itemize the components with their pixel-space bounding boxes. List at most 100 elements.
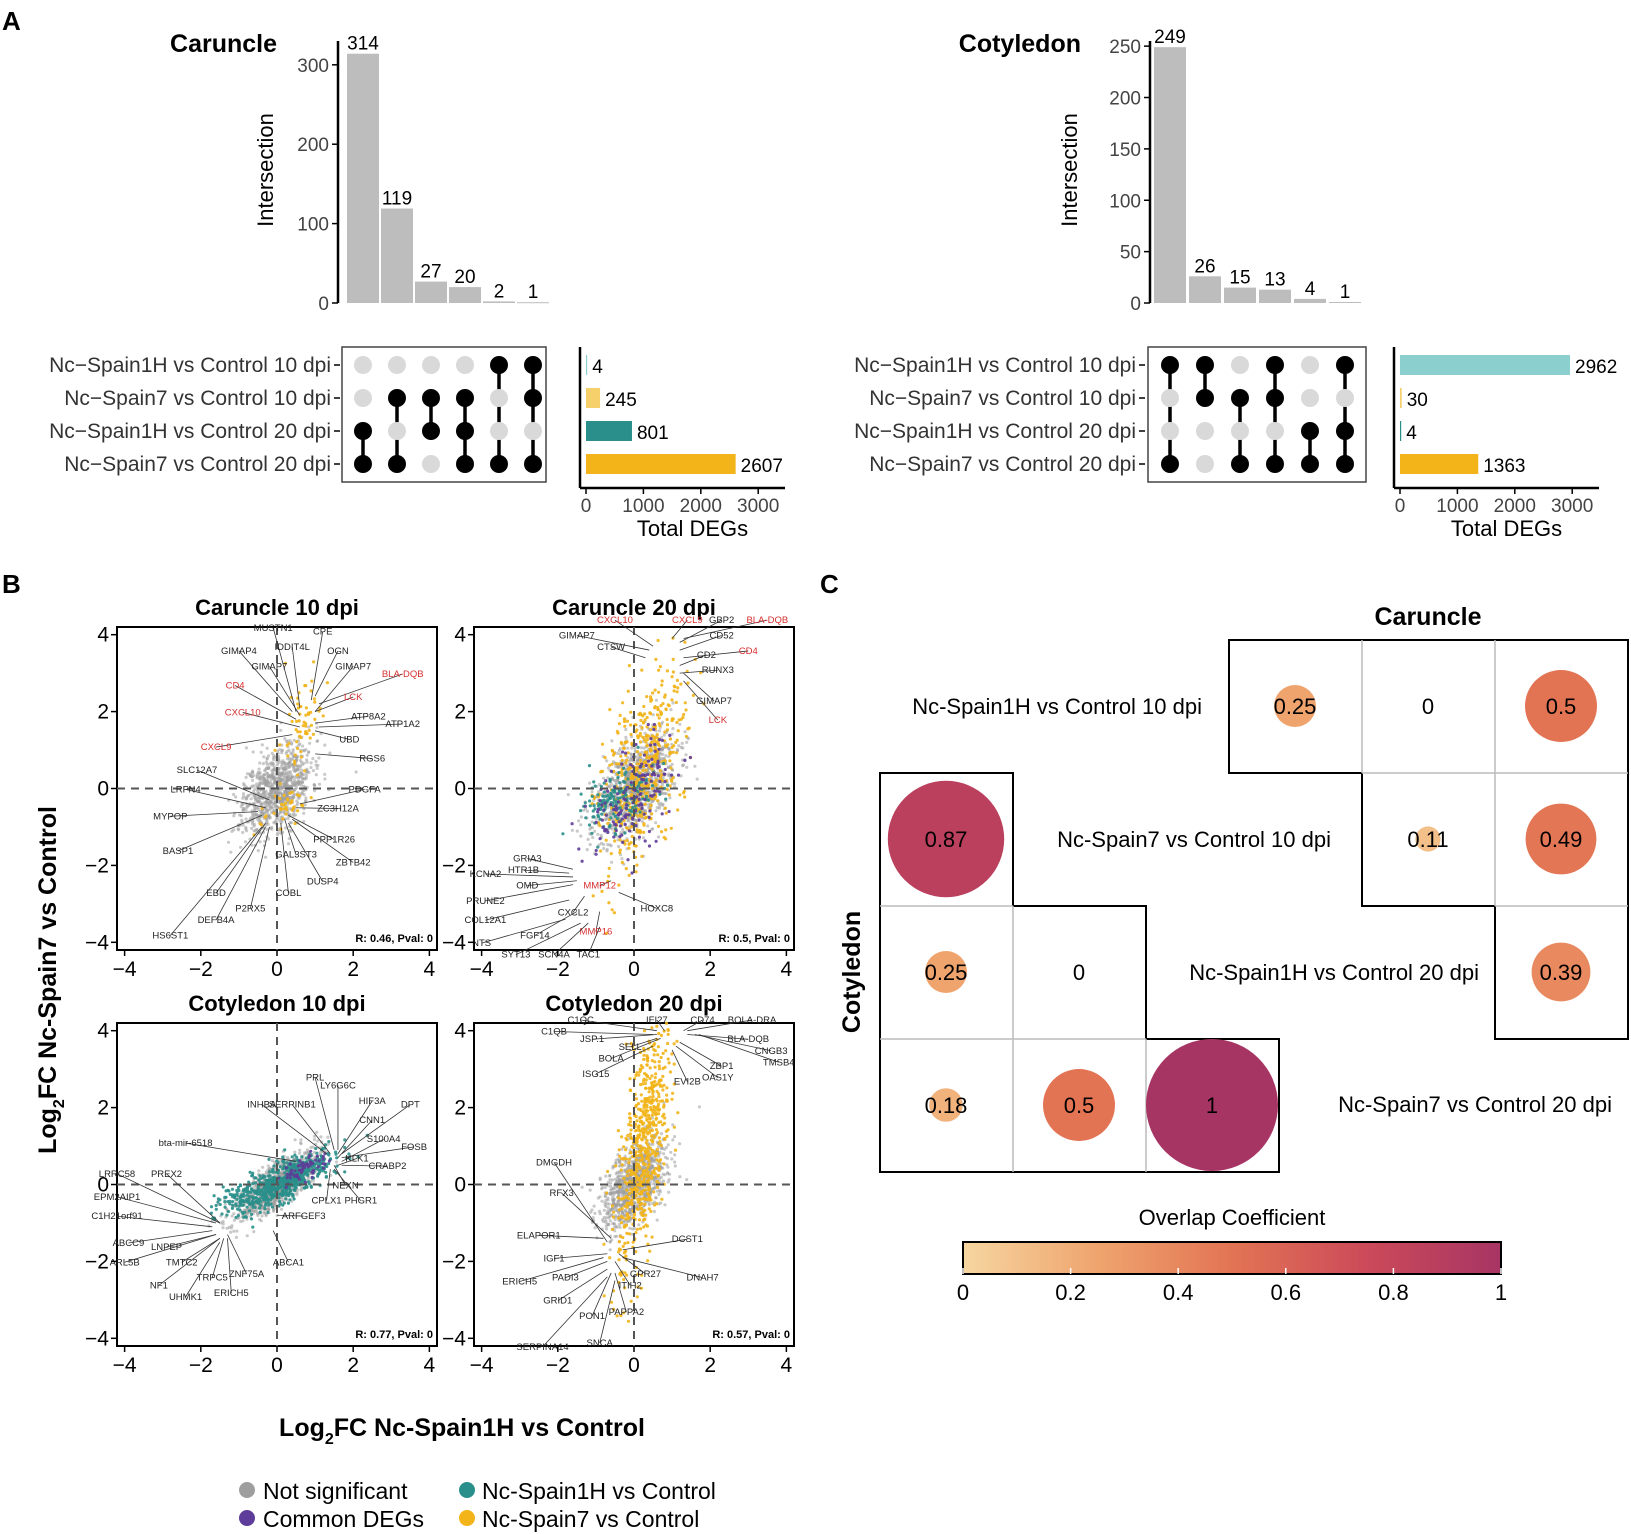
scatter-point bbox=[662, 835, 666, 840]
upset-y-tick-label: 100 bbox=[1109, 191, 1141, 212]
scatter-point bbox=[667, 809, 671, 814]
gene-label-leader bbox=[318, 723, 403, 728]
scatter-point bbox=[231, 1200, 235, 1204]
scatter-point bbox=[645, 750, 649, 754]
gene-label: ZC3H12A bbox=[317, 804, 359, 815]
scatter-point bbox=[246, 1190, 251, 1194]
scatter-point bbox=[624, 806, 628, 810]
scatter-point bbox=[299, 1187, 303, 1191]
gene-label-leader bbox=[288, 815, 335, 840]
scatter-point bbox=[607, 797, 611, 801]
scatter-point bbox=[256, 791, 260, 795]
scatter-point bbox=[328, 751, 332, 755]
scatter-point bbox=[668, 733, 672, 738]
scatter-point bbox=[658, 769, 662, 773]
scatter-point bbox=[603, 794, 608, 798]
scatter-point bbox=[605, 847, 609, 852]
scatter-point bbox=[649, 779, 653, 783]
panel-letter-a: A bbox=[2, 6, 21, 36]
scatter-point bbox=[291, 757, 295, 761]
scatter-point bbox=[666, 1143, 670, 1147]
scatter-point bbox=[309, 689, 313, 693]
gene-label: DUSP4 bbox=[307, 877, 339, 888]
gene-label-leader bbox=[185, 788, 266, 809]
scatter-point bbox=[290, 783, 295, 788]
scatter-point bbox=[281, 771, 285, 775]
scatter-point bbox=[602, 1208, 606, 1212]
scatter-point bbox=[270, 1170, 275, 1174]
scatter-point bbox=[267, 1170, 272, 1174]
scatter-point bbox=[323, 1162, 327, 1166]
scatter-point bbox=[266, 1174, 271, 1178]
scatter-point bbox=[580, 859, 584, 863]
scatter-point bbox=[648, 711, 652, 715]
scatter-point bbox=[303, 803, 307, 807]
scatter-point bbox=[279, 778, 283, 782]
upset-matrix-dot bbox=[1161, 455, 1179, 473]
scatter-point bbox=[647, 815, 651, 820]
scatter-point bbox=[251, 1182, 255, 1186]
gene-label-leader bbox=[280, 823, 289, 894]
scatter-title: Cotyledon 20 dpi bbox=[545, 991, 722, 1016]
scatter-point bbox=[314, 763, 318, 767]
scatter-point bbox=[655, 713, 660, 717]
scatter-point bbox=[270, 772, 274, 776]
gene-label: PPP1R26 bbox=[313, 834, 355, 845]
scatter-point bbox=[594, 817, 598, 821]
scatter-point bbox=[645, 695, 649, 699]
gene-label: RGS6 bbox=[359, 754, 385, 765]
upset-matrix-dot bbox=[456, 422, 474, 440]
scatter-point bbox=[618, 838, 622, 842]
gene-label-leader bbox=[170, 826, 263, 936]
scatter-point bbox=[309, 765, 313, 770]
upset-setsize-bar bbox=[586, 454, 736, 474]
scatter-point bbox=[250, 1199, 254, 1204]
scatter-point bbox=[640, 726, 644, 730]
gene-label: RUNX3 bbox=[702, 665, 734, 676]
scatter-point bbox=[642, 778, 646, 782]
scatter-point bbox=[247, 803, 251, 808]
scatter-point bbox=[663, 730, 667, 734]
scatter-point bbox=[298, 1159, 302, 1163]
scatter-point bbox=[688, 755, 693, 760]
gene-label: ARL5B bbox=[110, 1257, 140, 1268]
scatter-point bbox=[293, 1138, 297, 1142]
scatter-point bbox=[592, 780, 596, 784]
gene-label: CTSW bbox=[597, 642, 625, 653]
scatter-point bbox=[579, 792, 583, 796]
scatter-x-tick-label: 4 bbox=[424, 1354, 436, 1377]
gene-label: SYT13 bbox=[501, 950, 530, 961]
upset-bar-label: 4 bbox=[1305, 279, 1316, 300]
scatter-point bbox=[299, 1168, 303, 1172]
gene-label: GIMAP7 bbox=[559, 631, 595, 642]
scatter-point bbox=[612, 835, 616, 839]
gene-label: ERICH5 bbox=[214, 1288, 249, 1299]
scatter-point bbox=[657, 668, 661, 672]
scatter-point bbox=[273, 804, 277, 808]
scatter-point bbox=[661, 747, 665, 751]
scatter-point bbox=[670, 698, 674, 702]
scatter-point bbox=[298, 765, 302, 769]
scatter-point bbox=[218, 1202, 222, 1207]
scatter-point bbox=[288, 739, 292, 743]
scatter-point bbox=[677, 744, 681, 748]
scatter-y-tick-label: −2 bbox=[85, 854, 109, 877]
upset-setsize-tick-label: 0 bbox=[1395, 496, 1406, 517]
gene-label: CPLX1 bbox=[311, 1196, 341, 1207]
scatter-point bbox=[620, 758, 624, 762]
scatter-point bbox=[244, 1215, 248, 1219]
upset-y-tick-label: 200 bbox=[1109, 89, 1141, 110]
upset-setsize-label: 4 bbox=[1406, 423, 1417, 444]
scatter-point bbox=[634, 844, 638, 848]
scatter-point bbox=[310, 1170, 314, 1174]
scatter-point bbox=[606, 766, 611, 770]
scatter-point bbox=[281, 800, 285, 804]
scatter-point bbox=[653, 736, 657, 740]
scatter-point bbox=[250, 1173, 255, 1177]
upset-setsize-bar bbox=[1400, 454, 1479, 474]
scatter-point bbox=[282, 785, 286, 789]
upset-matrix-dot bbox=[422, 389, 440, 407]
scatter-point bbox=[273, 748, 277, 752]
scatter-point bbox=[588, 804, 592, 808]
